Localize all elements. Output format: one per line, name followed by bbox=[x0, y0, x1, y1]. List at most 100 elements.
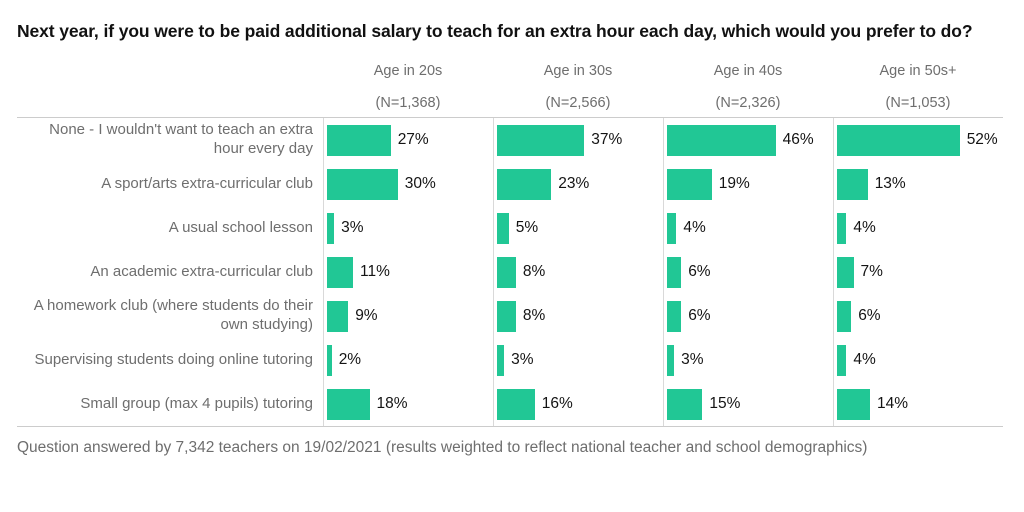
value-label: 3% bbox=[511, 351, 534, 369]
value-label: 52% bbox=[966, 131, 998, 149]
column-headers: Age in 20s (N=1,368) Age in 30s (N=2,566… bbox=[17, 59, 1003, 119]
bar-cell: 19% bbox=[663, 162, 833, 207]
value-label: 37% bbox=[591, 131, 623, 149]
bar bbox=[497, 124, 585, 156]
bar-cell: 14% bbox=[833, 382, 1003, 427]
category-label: A homework club (where students do their… bbox=[33, 297, 313, 334]
column-header-age-30s: Age in 30s (N=2,566) bbox=[493, 59, 663, 111]
value-label: 4% bbox=[853, 219, 876, 237]
category-label: None - I wouldn't want to teach an extra… bbox=[49, 121, 313, 158]
bar-cell: 23% bbox=[493, 162, 663, 207]
bar-cell: 6% bbox=[833, 294, 1003, 339]
bar bbox=[497, 388, 535, 420]
bar-cell: 52% bbox=[833, 118, 1003, 163]
bar-cell: 3% bbox=[663, 338, 833, 383]
chart-row: An academic extra-curricular club 11% 8% 6%… bbox=[17, 250, 1003, 295]
value-label: 9% bbox=[355, 307, 378, 325]
bar bbox=[837, 212, 847, 244]
bar-cell: 8% bbox=[493, 294, 663, 339]
column-header-age-40s: Age in 40s (N=2,326) bbox=[663, 59, 833, 111]
bar bbox=[497, 212, 509, 244]
footnote: Question answered by 7,342 teachers on 1… bbox=[17, 439, 868, 457]
chart-body: None - I wouldn't want to teach an extra… bbox=[17, 118, 1003, 428]
age-group-label: Age in 30s bbox=[543, 63, 613, 80]
bar-cell: 7% bbox=[833, 250, 1003, 295]
bar-cell: 8% bbox=[493, 250, 663, 295]
value-label: 27% bbox=[397, 131, 429, 149]
sample-size-label: (N=2,566) bbox=[545, 95, 611, 112]
sample-size-label: (N=2,326) bbox=[715, 95, 781, 112]
value-label: 3% bbox=[341, 219, 364, 237]
value-label: 11% bbox=[360, 263, 390, 281]
category-label: Supervising students doing online tutori… bbox=[34, 350, 313, 368]
bar-cell: 16% bbox=[493, 382, 663, 427]
bar-cell: 46% bbox=[663, 118, 833, 163]
grouped-bar-chart: Age in 20s (N=1,368) Age in 30s (N=2,566… bbox=[17, 59, 1003, 457]
bar-cell: 6% bbox=[663, 294, 833, 339]
chart-row: Small group (max 4 pupils) tutoring 18% 16… bbox=[17, 382, 1003, 427]
bar bbox=[837, 300, 852, 332]
category-label: A usual school lesson bbox=[168, 218, 313, 236]
value-label: 23% bbox=[558, 175, 590, 193]
bar bbox=[667, 212, 677, 244]
bar bbox=[327, 300, 349, 332]
bar bbox=[667, 256, 682, 288]
value-label: 5% bbox=[515, 219, 539, 237]
chart-row: None - I wouldn't want to teach an extra… bbox=[17, 118, 1003, 163]
category-label: A sport/arts extra-curricular club bbox=[101, 174, 313, 192]
value-label: 6% bbox=[858, 307, 881, 325]
bar bbox=[327, 256, 353, 288]
value-label: 3% bbox=[681, 351, 704, 369]
value-label: 2% bbox=[338, 351, 362, 369]
bar-cell: 37% bbox=[493, 118, 663, 163]
age-group-label: Age in 20s bbox=[373, 63, 443, 80]
value-label: 4% bbox=[853, 351, 876, 369]
bar-cell: 18% bbox=[323, 382, 493, 427]
value-label: 6% bbox=[688, 263, 711, 281]
bar bbox=[327, 124, 391, 156]
bar bbox=[837, 344, 847, 376]
column-header-age-50s: Age in 50s+ (N=1,053) bbox=[833, 59, 1003, 111]
category-label: Small group (max 4 pupils) tutoring bbox=[80, 394, 313, 412]
bar bbox=[837, 388, 870, 420]
value-label: 15% bbox=[709, 395, 741, 413]
bar bbox=[497, 256, 516, 288]
bar-cell: 30% bbox=[323, 162, 493, 207]
bar-cell: 3% bbox=[323, 206, 493, 251]
column-header-age-20s: Age in 20s (N=1,368) bbox=[323, 59, 493, 111]
bar-cell: 4% bbox=[833, 206, 1003, 251]
value-label: 16% bbox=[541, 395, 573, 413]
bar-cell: 15% bbox=[663, 382, 833, 427]
bar bbox=[327, 212, 335, 244]
bar bbox=[667, 344, 675, 376]
bar bbox=[497, 168, 552, 200]
value-label: 13% bbox=[874, 175, 906, 193]
bar bbox=[837, 168, 868, 200]
bar bbox=[667, 388, 703, 420]
value-label: 19% bbox=[718, 175, 750, 193]
sample-size-label: (N=1,053) bbox=[885, 95, 951, 112]
value-label: 4% bbox=[683, 219, 706, 237]
value-label: 46% bbox=[782, 131, 814, 149]
value-label: 14% bbox=[877, 395, 909, 413]
value-label: 8% bbox=[522, 263, 546, 281]
bar-cell: 6% bbox=[663, 250, 833, 295]
age-group-label: Age in 40s bbox=[713, 63, 783, 80]
age-group-label: Age in 50s+ bbox=[879, 63, 957, 80]
bar-cell: 27% bbox=[323, 118, 493, 163]
chart-title: Next year, if you were to be paid additi… bbox=[17, 21, 973, 41]
bar bbox=[837, 124, 960, 156]
bar-cell: 3% bbox=[493, 338, 663, 383]
bar-cell: 4% bbox=[663, 206, 833, 251]
sample-size-label: (N=1,368) bbox=[375, 95, 441, 112]
bar-cell: 2% bbox=[323, 338, 493, 383]
bar-cell: 9% bbox=[323, 294, 493, 339]
category-label: An academic extra-curricular club bbox=[90, 262, 313, 280]
chart-row: Supervising students doing online tutori… bbox=[17, 338, 1003, 383]
value-label: 6% bbox=[688, 307, 711, 325]
chart-row: A sport/arts extra-curricular club 30% 23%… bbox=[17, 162, 1003, 207]
bar bbox=[667, 124, 776, 156]
chart-row: A usual school lesson 3% 5% 4% 4% bbox=[17, 206, 1003, 251]
bar bbox=[667, 300, 682, 332]
value-label: 18% bbox=[376, 395, 408, 413]
